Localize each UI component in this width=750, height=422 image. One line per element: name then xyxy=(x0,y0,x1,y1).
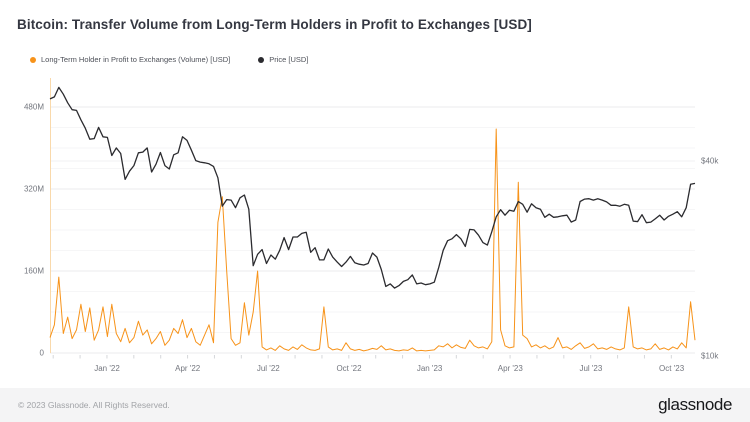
left-axis-tick-label: 0 xyxy=(40,349,45,358)
glassnode-logo: glassnode xyxy=(658,395,732,414)
left-axis-tick-label: 480M xyxy=(24,103,44,112)
right-axis-tick-label: $40k xyxy=(701,156,719,165)
chart-legend: Long-Term Holder in Profit to Exchanges … xyxy=(30,55,308,64)
legend-label-volume: Long-Term Holder in Profit to Exchanges … xyxy=(41,55,231,64)
left-axis-tick-label: 160M xyxy=(24,267,44,276)
chart-canvas: 0 160M 320M 480M $10k $40k Jan '22 Apr '22 Jul '… xyxy=(24,78,719,373)
x-axis-tick-label: Jul '22 xyxy=(257,364,280,373)
x-axis-tick-label: Jul '23 xyxy=(579,364,602,373)
x-axis-tick-label: Apr '23 xyxy=(498,364,524,373)
price-series-dot-icon xyxy=(258,56,265,63)
x-axis-tick-label: Jan '23 xyxy=(417,364,443,373)
footer-bar: © 2023 Glassnode. All Rights Reserved. g… xyxy=(0,388,750,422)
right-axis-tick-label: $10k xyxy=(701,352,719,361)
legend-label-price: Price [USD] xyxy=(269,55,309,64)
x-axis-tick-label: Apr '22 xyxy=(175,364,201,373)
chart-title: Bitcoin: Transfer Volume from Long-Term … xyxy=(17,17,532,32)
copyright-text: © 2023 Glassnode. All Rights Reserved. xyxy=(18,400,170,410)
left-axis-tick-label: 320M xyxy=(24,185,44,194)
x-axis-tick-label: Oct '23 xyxy=(659,364,685,373)
x-axis-tick-label: Oct '22 xyxy=(336,364,362,373)
x-axis-tick-label: Jan '22 xyxy=(94,364,120,373)
price-series-line xyxy=(49,86,696,289)
legend-item-price[interactable]: Price [USD] xyxy=(258,55,308,64)
volume-series-line xyxy=(49,128,696,352)
legend-item-volume[interactable]: Long-Term Holder in Profit to Exchanges … xyxy=(30,55,230,64)
volume-series-dot-icon xyxy=(30,56,36,63)
